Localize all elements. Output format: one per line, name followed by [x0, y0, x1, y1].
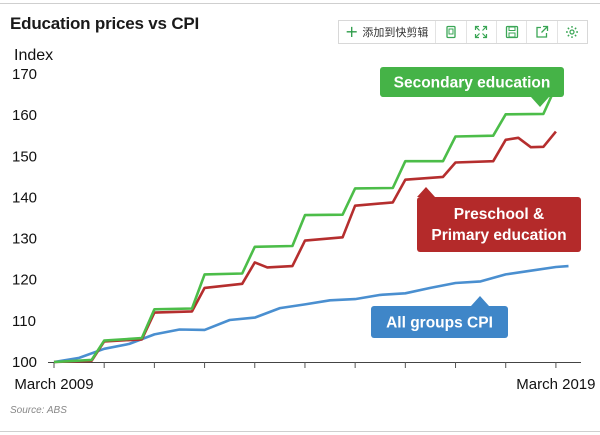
- chart-toolbar: + 添加到快剪辑: [338, 20, 588, 44]
- legend-label: Secondary education: [394, 75, 551, 92]
- settings-icon: [566, 26, 579, 38]
- y-tick-label: 100: [12, 354, 37, 371]
- share-button[interactable]: [527, 21, 558, 43]
- series-callout: All groups CPI: [371, 296, 508, 338]
- callout-box: [380, 67, 564, 97]
- y-tick-label: 120: [12, 272, 37, 289]
- callout-box: [371, 306, 508, 338]
- copy-icon: [446, 25, 456, 39]
- y-tick-label: 110: [12, 313, 36, 330]
- legend-label: All groups CPI: [386, 315, 493, 332]
- callout-box: [417, 197, 581, 252]
- fullscreen-icon: [475, 25, 488, 39]
- y-tick-label: 140: [12, 189, 37, 206]
- series-line-secondary-education: [53, 85, 558, 364]
- top-rule: [0, 3, 600, 4]
- y-tick-label: 170: [12, 66, 37, 83]
- callout-pointer: [531, 97, 549, 107]
- fullscreen-button[interactable]: [467, 21, 498, 43]
- callout-pointer: [471, 296, 489, 306]
- series-callout: Secondary education: [380, 67, 564, 107]
- y-tick-label: 130: [12, 231, 37, 248]
- y-tick-label: 160: [12, 107, 37, 124]
- y-tick-label: 150: [12, 148, 37, 165]
- series-callout: Preschool & Primary education: [417, 187, 581, 252]
- chart-title: Education prices vs CPI: [10, 14, 200, 33]
- x-tick-label: March 2009: [14, 376, 93, 393]
- copy-button[interactable]: [436, 21, 467, 43]
- y-axis-label: Index: [14, 47, 54, 64]
- callout-pointer: [417, 187, 435, 197]
- legend-label: Preschool & Primary education: [431, 206, 566, 244]
- add-to-clip-label: 添加到快剪辑: [362, 26, 429, 39]
- save-icon: [505, 25, 518, 39]
- save-button[interactable]: [497, 21, 528, 43]
- settings-button[interactable]: [558, 21, 587, 43]
- source-note: Source: ABS: [10, 405, 67, 416]
- add-to-clip-button[interactable]: + 添加到快剪辑: [339, 21, 437, 43]
- x-tick-label: March 2019: [516, 376, 595, 393]
- share-icon: [536, 25, 549, 38]
- bottom-rule: [0, 431, 600, 432]
- plus-icon: +: [345, 22, 359, 41]
